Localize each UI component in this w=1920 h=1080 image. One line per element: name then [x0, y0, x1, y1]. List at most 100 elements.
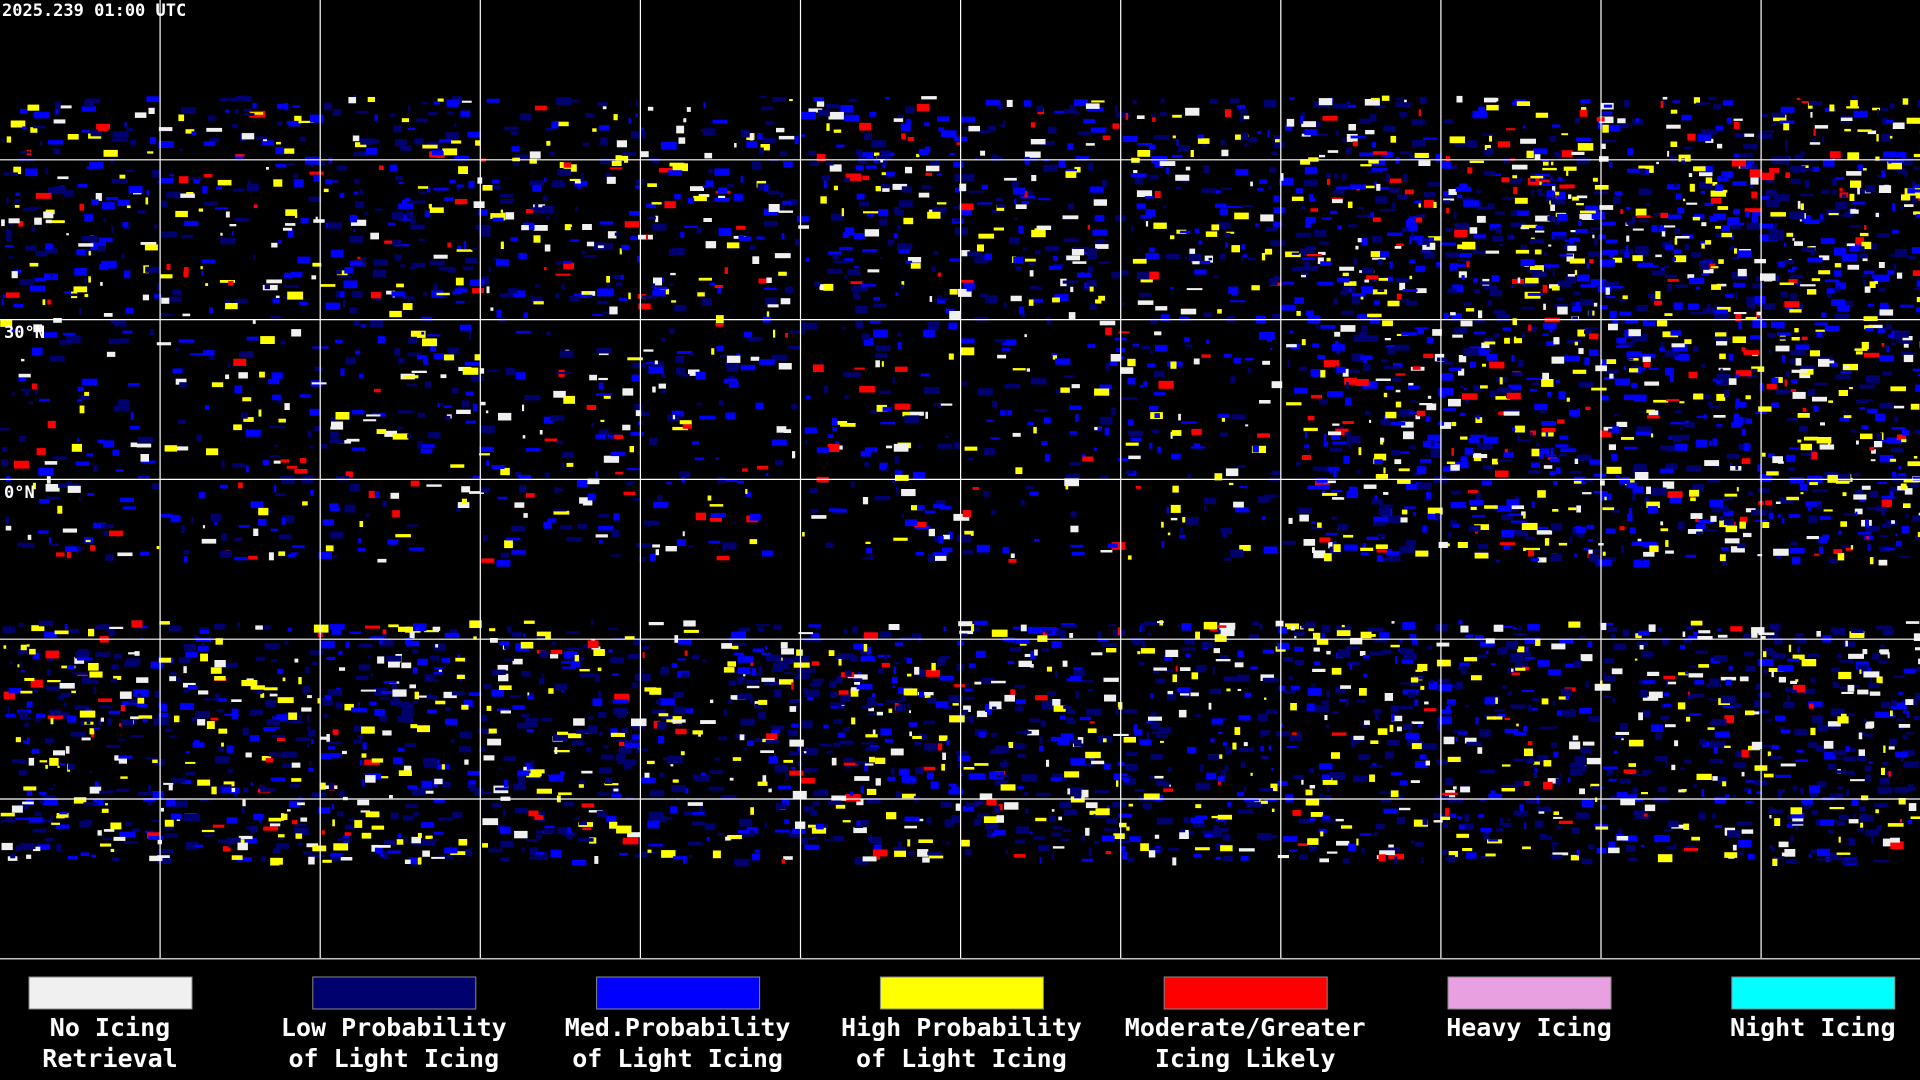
icing-patch: [1031, 175, 1037, 182]
icing-patch: [231, 855, 243, 860]
icing-patch: [1100, 550, 1113, 553]
icing-patch: [1207, 754, 1220, 761]
icing-patch: [1587, 251, 1603, 257]
icing-patch: [214, 207, 228, 210]
icing-patch: [1535, 230, 1545, 233]
icing-patch: [1539, 836, 1553, 840]
icing-patch: [1107, 624, 1116, 627]
icing-patch: [203, 834, 215, 837]
icing-patch: [1613, 643, 1627, 651]
icing-patch: [47, 140, 64, 145]
icing-patch: [122, 222, 129, 227]
icing-patch: [102, 202, 115, 210]
icing-patch: [29, 285, 46, 292]
icing-patch: [1709, 440, 1712, 446]
icing-patch: [1622, 629, 1630, 637]
icing-patch: [1036, 225, 1052, 230]
icing-patch: [1633, 559, 1650, 568]
icing-patch: [1256, 188, 1264, 191]
icing-patch: [105, 803, 108, 806]
icing-patch: [906, 658, 912, 664]
icing-patch: [5, 229, 12, 237]
icing-patch: [403, 296, 415, 299]
icing-patch: [1259, 179, 1268, 184]
icing-patch: [798, 225, 809, 229]
icing-patch: [1664, 829, 1673, 832]
icing-patch: [1052, 826, 1063, 830]
icing-patch: [1756, 683, 1760, 690]
icing-patch: [700, 772, 707, 776]
icing-patch: [345, 824, 355, 830]
icing-patch: [1790, 178, 1801, 184]
icing-patch: [794, 674, 809, 680]
icing-patch: [216, 186, 222, 190]
icing-patch: [569, 296, 581, 301]
icing-patch: [1663, 703, 1672, 707]
icing-patch: [514, 154, 529, 160]
icing-patch: [201, 643, 205, 647]
icing-patch: [20, 108, 28, 114]
icing-patch: [88, 663, 99, 671]
icing-patch: [1918, 658, 1920, 665]
icing-patch: [1582, 492, 1592, 495]
icing-patch: [1737, 850, 1743, 856]
icing-patch: [1165, 167, 1169, 175]
icing-patch: [937, 658, 946, 666]
icing-patch: [1085, 763, 1094, 767]
icing-patch: [1903, 503, 1911, 508]
icing-patch: [766, 654, 782, 662]
icing-patch: [1285, 794, 1294, 803]
icing-patch: [1489, 289, 1502, 297]
icing-patch: [371, 758, 384, 763]
icing-patch: [649, 437, 658, 446]
icing-patch: [1724, 852, 1738, 858]
icing-patch: [1328, 542, 1333, 549]
icing-patch: [1424, 701, 1429, 705]
icing-patch: [1514, 662, 1529, 669]
icing-patch: [881, 172, 889, 176]
icing-patch: [1127, 377, 1136, 385]
icing-patch: [1294, 659, 1304, 666]
icing-patch: [600, 158, 614, 164]
icing-patch: [417, 440, 423, 449]
icing-patch: [413, 623, 427, 632]
icing-patch: [1266, 335, 1272, 342]
icing-patch: [1688, 713, 1702, 716]
icing-patch: [289, 800, 301, 808]
icing-patch: [280, 340, 286, 345]
icing-patch: [1520, 138, 1536, 144]
icing-patch: [504, 642, 510, 649]
icing-patch: [994, 830, 1006, 836]
icing-patch: [1594, 683, 1611, 691]
icing-patch: [1879, 777, 1890, 785]
icing-patch: [235, 95, 252, 102]
icing-patch: [475, 224, 491, 230]
icing-patch: [1767, 632, 1779, 639]
icing-patch: [312, 661, 318, 665]
icing-patch: [501, 212, 506, 221]
icing-patch: [112, 131, 129, 138]
icing-patch: [131, 620, 143, 628]
icing-patch: [1386, 847, 1401, 853]
icing-patch: [775, 459, 783, 465]
icing-patch: [1881, 702, 1890, 708]
icing-patch: [121, 719, 134, 727]
icing-patch: [1305, 798, 1320, 806]
icing-patch: [662, 817, 673, 820]
icing-patch: [819, 286, 826, 290]
icing-patch: [349, 631, 362, 634]
icing-patch: [397, 747, 405, 752]
icing-patch: [340, 275, 352, 279]
icing-patch: [994, 780, 1009, 786]
icing-patch: [1189, 248, 1196, 256]
icing-patch: [330, 752, 341, 759]
icing-patch: [1576, 849, 1580, 856]
icing-patch: [616, 754, 626, 762]
icing-patch: [1779, 120, 1795, 124]
icing-patch: [1180, 308, 1197, 315]
icing-patch: [1381, 95, 1390, 101]
icing-patch: [169, 676, 177, 682]
icing-patch: [1113, 833, 1125, 839]
icing-patch: [330, 249, 344, 258]
icing-patch: [1137, 271, 1150, 280]
